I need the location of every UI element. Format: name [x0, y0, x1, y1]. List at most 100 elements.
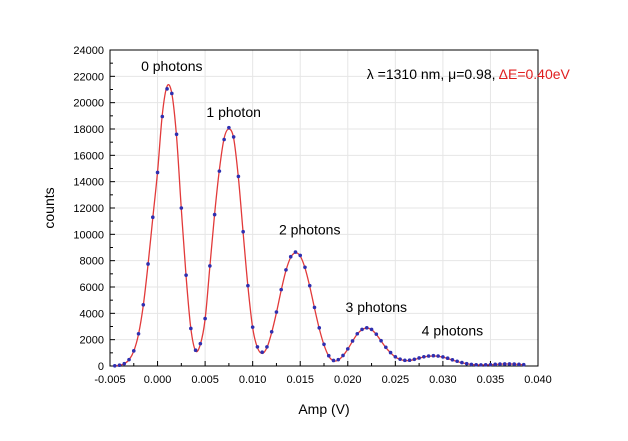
data-point: [174, 132, 179, 137]
data-point: [269, 329, 274, 334]
data-point: [398, 357, 402, 361]
data-point: [198, 341, 203, 346]
peak-annotations: 0 photons 1 photon 2 photons 3 photons 4 pho…: [141, 58, 483, 339]
data-point: [479, 363, 483, 367]
data-point: [345, 347, 350, 351]
y-tick-label: 2000: [80, 335, 104, 347]
data-point: [441, 355, 445, 359]
data-point: [288, 254, 293, 259]
data-point: [336, 357, 341, 362]
data-point: [241, 229, 245, 234]
data-point: [436, 354, 440, 358]
data-point: [326, 353, 331, 358]
data-point: [179, 206, 184, 210]
x-axis-tick-labels: -0.005 0.000 0.005 0.010 0.015 0.020 0.025 0.03…: [94, 374, 551, 386]
peak-label: 2 photons: [279, 221, 341, 237]
data-point: [417, 356, 421, 360]
data-point: [155, 170, 160, 175]
data-point: [122, 361, 127, 366]
data-point: [464, 361, 469, 366]
data-point: [426, 354, 431, 358]
data-point: [431, 353, 436, 358]
data-point: [384, 345, 388, 350]
y-tick-label: 16000: [73, 150, 104, 162]
x-tick-label: 0.000: [144, 374, 172, 386]
x-tick-label: 0.025: [382, 374, 410, 386]
data-point: [203, 316, 207, 321]
data-point: [365, 326, 369, 330]
x-tick-label: 0.010: [239, 374, 267, 386]
data-point: [488, 362, 493, 367]
data-point: [460, 360, 464, 365]
data-point: [312, 305, 317, 310]
y-tick-label: 0: [98, 361, 104, 373]
data-point: [350, 339, 355, 343]
data-point: [146, 262, 150, 266]
data-point: [255, 345, 260, 349]
y-tick-label: 22000: [73, 71, 104, 83]
data-point: [360, 327, 364, 332]
data-point: [450, 358, 455, 362]
data-point: [388, 350, 393, 355]
data-point: [250, 325, 255, 329]
y-tick-label: 4000: [80, 308, 104, 320]
data-point: [502, 362, 507, 366]
data-point: [374, 332, 379, 336]
grid: [109, 49, 539, 367]
data-point: [474, 362, 478, 367]
data-point: [184, 273, 188, 277]
data-point: [279, 287, 284, 292]
y-tick-label: 18000: [73, 124, 104, 136]
data-point: [498, 362, 502, 366]
y-axis-tick-labels: 0 2000 4000 6000 8000 10000 12000 14000 16000 180…: [73, 45, 104, 373]
data-point: [512, 362, 517, 366]
data-point: [422, 354, 426, 359]
data-point: [393, 354, 398, 359]
data-point: [407, 358, 412, 363]
y-tick-label: 8000: [80, 256, 104, 268]
data-point: [455, 359, 459, 364]
y-tick-label: 24000: [73, 45, 104, 57]
data-point: [274, 310, 279, 314]
data-point: [303, 265, 307, 270]
x-tick-label: 0.020: [334, 374, 362, 386]
data-point: [151, 215, 155, 220]
data-point: [112, 363, 117, 368]
data-point: [136, 331, 141, 336]
data-point: [131, 349, 136, 353]
y-axis-title: counts: [41, 187, 57, 228]
peak-label: 1 photon: [206, 104, 261, 120]
data-point: [493, 362, 498, 367]
data-point: [445, 356, 450, 361]
data-point: [331, 358, 336, 363]
data-point: [231, 135, 236, 139]
x-tick-label: 0.040: [524, 374, 552, 386]
x-tick-label: 0.005: [191, 374, 219, 386]
data-point: [160, 114, 165, 119]
x-tick-label: 0.030: [429, 374, 457, 386]
data-point: [412, 357, 417, 362]
series: [112, 84, 526, 368]
data-point: [483, 363, 488, 367]
y-tick-label: 20000: [73, 98, 104, 110]
data-point: [208, 264, 212, 268]
parameters-label: λ =1310 nm, μ=0.98, ΔE=0.40eV: [367, 66, 571, 82]
y-tick-label: 14000: [73, 177, 104, 189]
y-tick-label: 10000: [73, 229, 104, 241]
data-point: [517, 362, 521, 367]
y-tick-label: 6000: [80, 282, 104, 294]
data-point: [217, 169, 222, 173]
data-point: [322, 342, 326, 347]
data-point: [260, 350, 264, 354]
data-point: [189, 326, 193, 331]
data-point: [369, 327, 374, 332]
data-point: [117, 363, 122, 368]
data-point: [521, 362, 526, 367]
data-point: [298, 253, 303, 258]
data-point: [379, 338, 383, 343]
data-point: [141, 302, 146, 307]
data-point: [222, 137, 226, 142]
x-tick-label: 0.035: [477, 374, 505, 386]
data-point: [127, 357, 131, 362]
